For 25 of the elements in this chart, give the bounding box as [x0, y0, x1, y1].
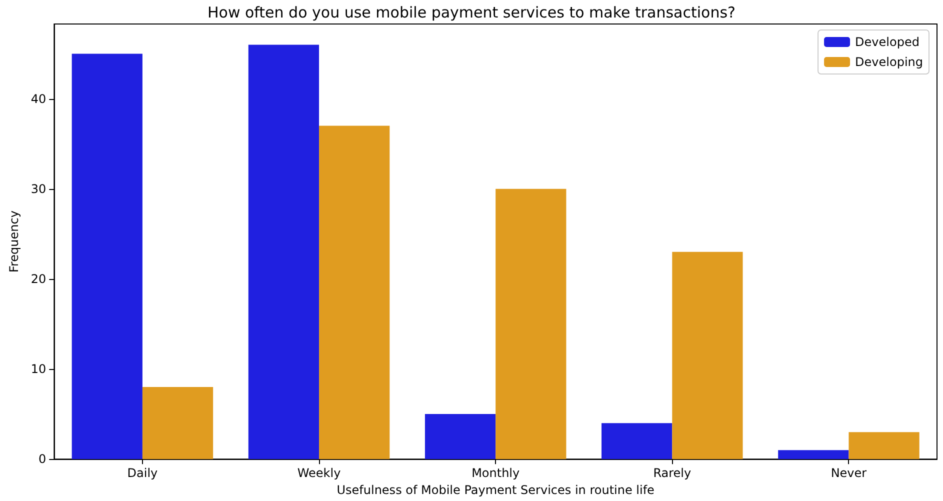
bar [496, 188, 566, 460]
bar [142, 387, 214, 460]
y-tick-label: 0 [38, 452, 46, 466]
bar [602, 423, 672, 460]
y-tick-label: 40 [30, 92, 46, 106]
x-tick-label: Rarely [653, 466, 692, 480]
bar [248, 44, 320, 460]
x-tick-label: Daily [127, 466, 158, 480]
y-tick-label: 10 [30, 362, 46, 376]
bar [319, 126, 390, 460]
legend-label: Developed [855, 35, 920, 49]
bar [848, 432, 920, 460]
x-tick-label: Monthly [472, 466, 520, 480]
bar [672, 252, 743, 460]
legend-label: Developing [855, 55, 924, 69]
x-axis-title: Usefulness of Mobile Payment Services in routine life [336, 483, 654, 497]
y-tick-label: 30 [30, 182, 46, 196]
bar [778, 450, 849, 460]
bar [424, 414, 496, 460]
y-axis-title: Frequency [7, 210, 21, 273]
chart-title: How often do you use mobile payment services to make transactions? [207, 4, 736, 22]
x-tick-label: Never [830, 466, 867, 480]
bar [72, 54, 142, 460]
y-tick-label: 20 [30, 272, 46, 286]
x-tick-label: Weekly [297, 466, 341, 480]
